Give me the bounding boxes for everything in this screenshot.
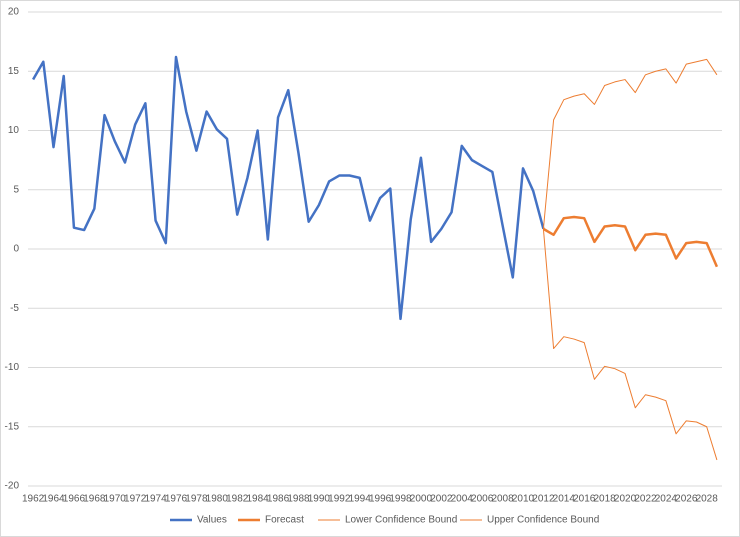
x-tick-label: 2022 <box>634 494 657 505</box>
x-tick-label: 1984 <box>247 494 270 505</box>
x-tick-label: 1968 <box>83 494 106 505</box>
x-tick-label: 1972 <box>124 494 147 505</box>
x-tick-label: 2028 <box>696 494 719 505</box>
x-tick-label: 2004 <box>451 494 474 505</box>
legend-label: Values <box>197 515 227 526</box>
legend-label: Forecast <box>265 515 304 526</box>
x-tick-label: 2016 <box>573 494 596 505</box>
x-tick-label: 2012 <box>532 494 555 505</box>
x-tick-label: 1974 <box>144 494 167 505</box>
y-tick-label: 15 <box>8 66 20 77</box>
x-tick-label: 2014 <box>553 494 576 505</box>
x-tick-label: 1982 <box>226 494 249 505</box>
x-tick-label: 1998 <box>389 494 412 505</box>
x-tick-label: 1970 <box>104 494 127 505</box>
x-tick-label: 1962 <box>22 494 45 505</box>
y-tick-label: -10 <box>5 362 20 373</box>
series-line <box>542 215 719 268</box>
x-tick-label: 1990 <box>308 494 331 505</box>
x-tick-label: 2008 <box>491 494 514 505</box>
legend-label: Upper Confidence Bound <box>487 515 599 526</box>
x-tick-label: 2018 <box>594 494 617 505</box>
y-tick-label: -20 <box>5 481 20 492</box>
series-line <box>32 55 545 321</box>
x-tick-label: 1964 <box>42 494 65 505</box>
x-tick-label: 1992 <box>328 494 351 505</box>
y-tick-label: 10 <box>8 125 20 136</box>
y-tick-label: -15 <box>5 421 20 432</box>
x-tick-label: 2006 <box>471 494 494 505</box>
x-tick-label: 1996 <box>369 494 392 505</box>
x-tick-label: 2000 <box>410 494 433 505</box>
x-tick-label: 1966 <box>63 494 86 505</box>
x-tick-label: 1986 <box>267 494 290 505</box>
series-line <box>542 58 718 229</box>
x-tick-label: 1980 <box>206 494 229 505</box>
x-tick-label: 2020 <box>614 494 637 505</box>
x-tick-label: 1994 <box>349 494 372 505</box>
y-tick-label: -5 <box>10 303 19 314</box>
x-tick-label: 1988 <box>287 494 310 505</box>
legend-label: Lower Confidence Bound <box>345 515 457 526</box>
series-line <box>542 228 718 461</box>
y-tick-label: 20 <box>8 7 20 18</box>
x-tick-label: 2010 <box>512 494 535 505</box>
x-tick-label: 1978 <box>185 494 208 505</box>
x-tick-label: 1976 <box>165 494 188 505</box>
y-tick-label: 0 <box>13 244 19 255</box>
x-tick-label: 2024 <box>655 494 678 505</box>
x-tick-label: 2002 <box>430 494 453 505</box>
x-tick-label: 2026 <box>675 494 698 505</box>
y-tick-label: 5 <box>13 184 19 195</box>
